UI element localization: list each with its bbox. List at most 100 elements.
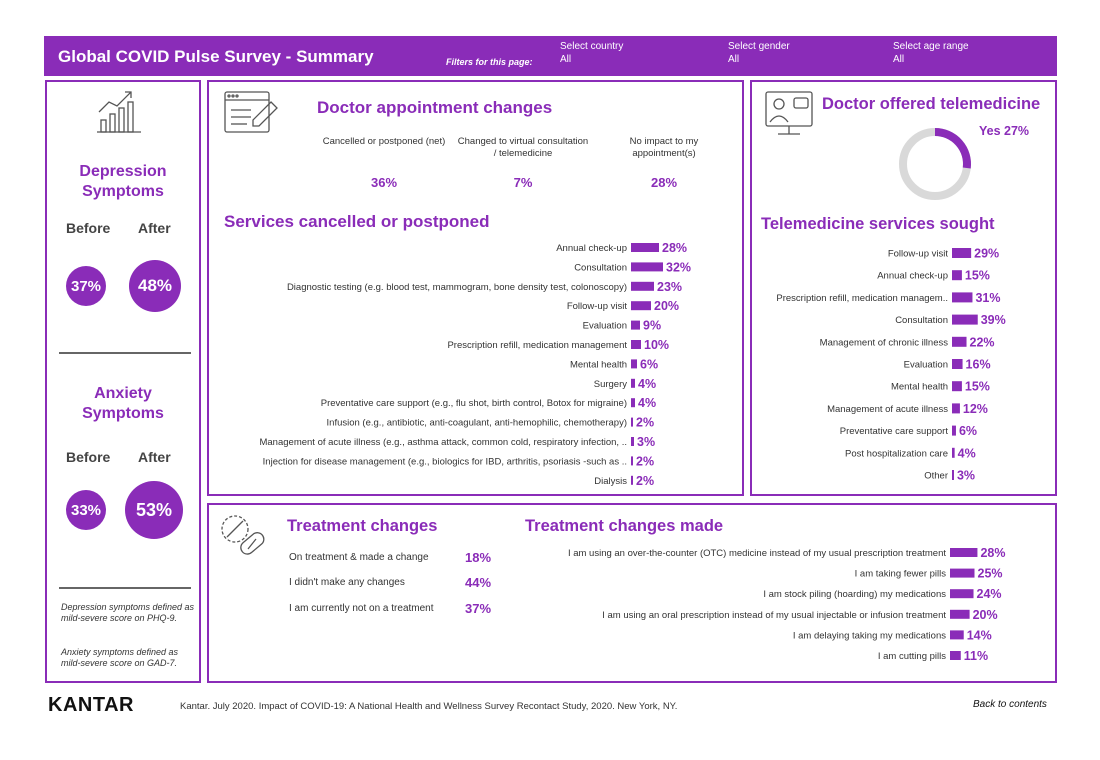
symptoms-panel: Depression Symptoms Before After 37% 48%… xyxy=(45,80,201,683)
stat-value-cancelled: 36% xyxy=(370,175,398,190)
country-filter[interactable]: Select country All xyxy=(560,40,623,66)
clipboard-pen-icon xyxy=(224,91,278,133)
bar-category-label: I am stock piling (hoarding) my medicati… xyxy=(763,589,946,600)
depression-note: Depression symptoms defined as mild-seve… xyxy=(61,602,195,623)
bar-value-label: 2% xyxy=(636,474,654,488)
gender-filter-label: Select gender xyxy=(728,41,790,52)
bar xyxy=(631,301,651,311)
monitor-doctor-icon xyxy=(765,91,813,135)
treatment-changes-chart: I am using an over-the-counter (OTC) med… xyxy=(568,546,1006,663)
gender-filter-value[interactable]: All xyxy=(728,54,740,65)
treatment-item-value: 44% xyxy=(465,575,492,590)
bar-category-label: Mental health xyxy=(570,359,627,370)
divider xyxy=(59,352,191,354)
bar-value-label: 4% xyxy=(958,446,976,460)
anxiety-after-label: After xyxy=(138,449,171,465)
depression-before-value: 37% xyxy=(66,266,106,306)
source-citation: Kantar. July 2020. Impact of COVID-19: A… xyxy=(180,701,678,712)
stat-label-cancelled: Cancelled or postponed (net) xyxy=(322,136,446,147)
depression-after-value: 48% xyxy=(129,260,181,312)
bar-category-label: Evaluation xyxy=(904,360,948,371)
bar xyxy=(631,281,654,291)
bar xyxy=(950,630,964,640)
bar-value-label: 28% xyxy=(662,241,687,255)
bar-category-label: I am delaying taking my medications xyxy=(793,630,946,641)
bar-category-label: Surgery xyxy=(594,379,628,390)
bar-category-label: I am using an oral prescription instead … xyxy=(602,610,946,621)
anxiety-before-label: Before xyxy=(66,449,111,465)
bar xyxy=(950,651,961,660)
stat-label-no-impact: No impact to my appointment(s) xyxy=(629,136,699,159)
bar xyxy=(952,292,973,303)
bar xyxy=(952,425,956,436)
bar-category-label: Follow-up visit xyxy=(888,249,949,260)
bar xyxy=(952,470,954,480)
anxiety-note: Anxiety symptoms defined as mild-severe … xyxy=(61,647,179,668)
bar xyxy=(631,262,663,272)
bar-category-label: Annual check-up xyxy=(877,271,948,282)
bar xyxy=(631,320,640,330)
bar-category-label: Prescription refill, medication manageme… xyxy=(447,340,627,351)
depression-before-label: Before xyxy=(66,220,111,236)
page-title: Global COVID Pulse Survey - Summary xyxy=(58,47,374,66)
treatment-item-value: 37% xyxy=(465,601,492,616)
treatment-item-value: 18% xyxy=(465,550,492,565)
bar-value-label: 2% xyxy=(636,416,654,430)
treatment-item-label: I didn't make any changes xyxy=(289,577,405,588)
telemedicine-yes-label: Yes 27% xyxy=(979,124,1030,138)
bar-category-label: Annual check-up xyxy=(556,243,627,254)
bar-value-label: 9% xyxy=(643,319,661,333)
treatment-item-label: On treatment & made a change xyxy=(289,552,429,563)
bar xyxy=(631,398,635,408)
pills-icon xyxy=(221,515,265,555)
bar-category-label: Management of acute illness xyxy=(827,404,948,415)
bar-value-label: 3% xyxy=(637,435,655,449)
telemedicine-panel: Doctor offered telemedicine Yes 27% Tele… xyxy=(750,80,1057,496)
bar xyxy=(950,589,974,599)
bar-value-label: 22% xyxy=(970,335,995,349)
bar-category-label: I am taking fewer pills xyxy=(855,569,947,580)
telemedicine-title: Doctor offered telemedicine xyxy=(822,95,1041,113)
chart-growth-icon xyxy=(97,91,141,133)
age-filter-value[interactable]: All xyxy=(893,54,905,65)
donut-slice-yes xyxy=(934,128,971,169)
anxiety-title: Anxiety Symptoms xyxy=(47,384,199,424)
treatment-title: Treatment changes xyxy=(287,517,438,535)
appointments-title: Doctor appointment changes xyxy=(317,98,553,117)
bar xyxy=(631,243,659,252)
bar-category-label: Management of acute illness (e.g., asthm… xyxy=(259,437,627,448)
bar-category-label: Preventative care support (e.g., flu sho… xyxy=(321,398,627,409)
bar-value-label: 12% xyxy=(963,402,988,416)
treatment-changes-made-title: Treatment changes made xyxy=(525,517,724,535)
bar-category-label: Dialysis xyxy=(594,476,627,487)
bar xyxy=(631,417,633,427)
anxiety-before-value: 33% xyxy=(66,490,106,530)
bar-value-label: 10% xyxy=(644,338,669,352)
bar xyxy=(631,456,633,466)
bar-category-label: Management of chronic illness xyxy=(820,337,949,348)
gender-filter[interactable]: Select gender All xyxy=(728,40,790,66)
bar-category-label: Injection for disease management (e.g., … xyxy=(263,456,627,467)
bar-value-label: 32% xyxy=(666,260,691,274)
bar xyxy=(952,403,960,414)
bar-value-label: 6% xyxy=(640,357,658,371)
bar-value-label: 39% xyxy=(981,313,1006,327)
country-filter-value[interactable]: All xyxy=(560,54,572,65)
bar-category-label: Diagnostic testing (e.g. blood test, mam… xyxy=(287,282,627,293)
country-filter-label: Select country xyxy=(560,41,624,52)
bar-category-label: I am cutting pills xyxy=(878,651,946,662)
back-to-contents-link[interactable]: Back to contents xyxy=(973,699,1047,710)
bar-category-label: Mental health xyxy=(891,382,948,393)
age-filter[interactable]: Select age range All xyxy=(893,40,969,66)
kantar-logo: KANTAR xyxy=(48,694,134,716)
bar-value-label: 20% xyxy=(654,299,679,313)
bar-value-label: 16% xyxy=(966,358,991,372)
bar xyxy=(631,475,633,485)
bar-category-label: Consultation xyxy=(895,315,948,326)
bar xyxy=(631,437,634,446)
bar xyxy=(631,340,641,349)
bar xyxy=(952,314,978,325)
bar-value-label: 28% xyxy=(980,546,1005,560)
bar-category-label: Other xyxy=(924,471,948,482)
bar-value-label: 14% xyxy=(967,628,992,642)
